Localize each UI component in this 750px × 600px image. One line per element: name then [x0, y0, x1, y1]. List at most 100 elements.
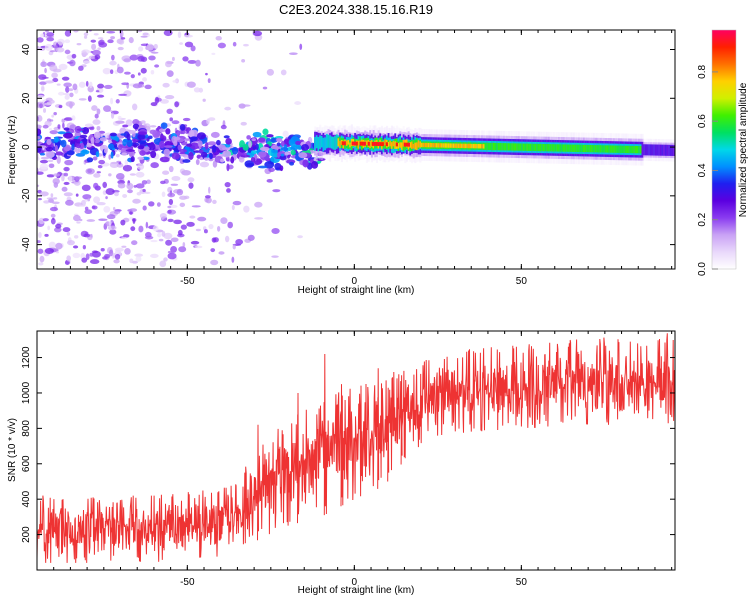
heatmap-cell: [75, 193, 79, 197]
heatmap-cell: [150, 51, 159, 54]
heatmap-cell: [38, 198, 42, 201]
heatmap-cell: [394, 141, 397, 149]
heatmap-cell: [114, 191, 119, 197]
heatmap-cell: [482, 144, 485, 149]
heatmap-cell: [397, 143, 400, 149]
chart-title: C2E3.2024.338.15.16.R19: [279, 2, 433, 17]
heatmap-cell: [65, 199, 74, 206]
heatmap-cell: [72, 245, 79, 249]
heatmap-cell: [297, 235, 303, 239]
heatmap-cell: [162, 82, 170, 88]
heatmap-cell: [76, 43, 82, 46]
heatmap-cell: [94, 134, 100, 137]
heatmap-cell: [63, 117, 74, 121]
snr-frame: [36, 330, 676, 571]
heatmap-cell: [85, 253, 90, 261]
heatmap-cell: [187, 59, 197, 64]
heatmap-cell: [82, 127, 90, 135]
heatmap-cell: [78, 65, 84, 71]
heatmap-cell: [37, 248, 44, 254]
heatmap-cell: [182, 117, 191, 122]
heatmap-cell: [88, 55, 96, 59]
snr-y-axis-label: SNR (10 * v/v): [7, 418, 18, 482]
heatmap-cell: [149, 125, 157, 128]
heatmap-cell: [53, 136, 59, 143]
heatmap-cell: [512, 143, 515, 151]
heatmap-cell: [302, 159, 309, 168]
heatmap-cell: [76, 128, 85, 132]
heatmap-cell: [547, 144, 551, 152]
heatmap-cell: [72, 252, 81, 259]
heatmap-cell: [120, 31, 124, 37]
heatmap-cell: [73, 176, 83, 180]
heatmap-cell: [142, 205, 147, 211]
heatmap-cell: [402, 139, 405, 147]
heatmap-cell: [93, 182, 99, 189]
heatmap-cell: [190, 240, 200, 245]
heatmap-cell: [519, 143, 522, 151]
heatmap-cell: [330, 136, 333, 149]
heatmap-cell: [521, 143, 524, 151]
heatmap-cell: [40, 86, 45, 92]
heatmap-cell: [207, 141, 217, 146]
heatmap-cell: [182, 241, 186, 248]
heatmap-cell: [187, 177, 195, 183]
heatmap-cell: [81, 184, 91, 192]
heatmap-cell: [84, 123, 94, 128]
heatmap-cell: [99, 137, 107, 142]
heatmap-cell: [179, 153, 186, 157]
heatmap-cell: [107, 39, 114, 44]
heatmap-cell: [154, 64, 160, 68]
heatmap-cell: [603, 145, 606, 153]
heatmap-cell: [492, 142, 495, 151]
heatmap-cell: [96, 125, 101, 131]
heatmap-cell: [122, 194, 128, 198]
heatmap-cell: [37, 184, 40, 187]
heatmap-cell: [65, 101, 75, 107]
heatmap-cell: [95, 151, 100, 158]
heatmap-cell: [161, 230, 166, 237]
heatmap-cell: [103, 105, 112, 112]
heatmap-cell: [334, 135, 337, 150]
heatmap-cell: [129, 258, 134, 264]
heatmap-cell: [232, 200, 242, 206]
heatmap-cell: [79, 134, 88, 139]
heatmap-cell: [564, 144, 567, 152]
heatmap-cell: [166, 108, 173, 114]
heatmap-cell: [100, 248, 105, 252]
heatmap-cell: [467, 143, 470, 149]
heatmap-cell: [61, 118, 66, 123]
heatmap-cell: [584, 144, 587, 153]
heatmap-cell: [128, 37, 134, 44]
heatmap-cell: [241, 152, 247, 156]
heatmap-cell: [140, 67, 147, 74]
heatmap-cell: [216, 139, 221, 146]
heatmap-cell: [532, 143, 536, 152]
heatmap-cell: [170, 183, 179, 186]
heatmap-cell: [53, 197, 58, 200]
heatmap-cell: [60, 139, 67, 148]
heatmap-cell: [562, 144, 566, 152]
heatmap-cell: [210, 131, 220, 138]
heatmap-cell: [511, 143, 514, 151]
heatmap-cell: [66, 239, 75, 246]
heatmap-cell: [481, 144, 484, 149]
heatmap-x-tick-label: -50: [180, 276, 195, 287]
heatmap-cell: [351, 141, 354, 146]
heatmap-cell: [250, 157, 256, 162]
heatmap-cell: [494, 142, 497, 151]
heatmap-cell: [384, 139, 387, 146]
heatmap-cell: [658, 144, 661, 156]
heatmap-cell: [113, 259, 120, 264]
heatmap-cell: [109, 249, 114, 257]
heatmap-cell: [98, 218, 108, 221]
heatmap-cell: [447, 143, 450, 148]
heatmap-cell: [120, 133, 127, 136]
heatmap-cell: [243, 205, 250, 213]
heatmap-cell: [170, 245, 178, 253]
heatmap-cell: [45, 150, 55, 159]
heatmap-cell: [103, 206, 111, 213]
heatmap-cell: [173, 139, 178, 147]
heatmap-cell: [542, 143, 546, 152]
heatmap-cell: [86, 219, 96, 222]
